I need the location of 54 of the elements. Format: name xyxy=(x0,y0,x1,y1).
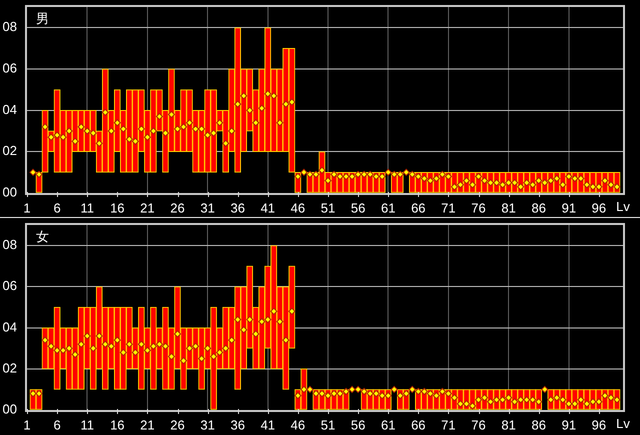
x-tick-label: 31 xyxy=(200,200,215,216)
x-tick-label: 36 xyxy=(230,417,245,432)
x-tick-label: 46 xyxy=(290,417,306,432)
x-tick-label: 21 xyxy=(140,200,155,216)
x-tick-label: 41 xyxy=(260,200,276,216)
y-tick-label: 04 xyxy=(2,102,17,117)
x-tick-label: 61 xyxy=(380,200,396,216)
x-tick-label: 46 xyxy=(290,200,306,216)
x-tick-label: 6 xyxy=(53,417,61,432)
x-tick-label: 41 xyxy=(260,417,276,432)
x-tick-label: 6 xyxy=(53,200,61,216)
x-tick-label: 86 xyxy=(531,417,546,432)
x-tick-label: 96 xyxy=(592,417,606,432)
x-tick-label: 91 xyxy=(562,200,576,216)
x-tick-label: 51 xyxy=(320,417,336,432)
x-tick-label: 61 xyxy=(380,417,396,432)
x-tick-label: 66 xyxy=(411,200,426,216)
x-tick-label: 81 xyxy=(501,200,516,216)
x-tick-label: 11 xyxy=(80,200,94,216)
x-tick-label: 26 xyxy=(170,417,185,432)
x-tick-label: 91 xyxy=(562,417,576,432)
chart-title: 男 xyxy=(36,12,49,27)
y-tick-label: 08 xyxy=(2,237,17,252)
x-tick-label: 76 xyxy=(471,417,486,432)
x-tick-label: 96 xyxy=(592,200,606,216)
x-tick-label: 16 xyxy=(110,417,125,432)
x-tick-label: 1 xyxy=(23,417,31,432)
x-tick-label: 81 xyxy=(501,417,516,432)
chart-title: 女 xyxy=(36,230,49,245)
x-tick-label: 76 xyxy=(471,200,486,216)
x-tick-label: 86 xyxy=(531,200,546,216)
x-tick-label: 56 xyxy=(350,417,366,432)
y-tick-label: 06 xyxy=(2,278,17,294)
x-tick-label: 31 xyxy=(200,417,215,432)
x-axis-title: Lv xyxy=(616,199,630,214)
x-tick-label: 66 xyxy=(411,417,426,432)
y-tick-label: 00 xyxy=(2,184,17,200)
x-tick-label: 26 xyxy=(170,200,185,216)
x-axis-title: Lv xyxy=(616,416,630,432)
x-tick-label: 56 xyxy=(350,200,366,216)
y-tick-label: 02 xyxy=(2,143,17,158)
y-tick-label: 04 xyxy=(2,319,17,334)
x-tick-label: 16 xyxy=(110,200,125,216)
y-tick-label: 00 xyxy=(2,402,17,417)
x-tick-label: 71 xyxy=(441,200,456,216)
x-tick-label: 1 xyxy=(23,200,31,216)
x-tick-label: 71 xyxy=(441,417,456,432)
y-tick-label: 08 xyxy=(2,19,17,34)
x-tick-label: 21 xyxy=(140,417,155,432)
x-tick-label: 11 xyxy=(80,417,94,432)
y-tick-label: 06 xyxy=(2,60,17,76)
y-tick-label: 02 xyxy=(2,360,17,376)
x-tick-label: 36 xyxy=(230,200,245,216)
x-tick-label: 51 xyxy=(320,200,336,216)
